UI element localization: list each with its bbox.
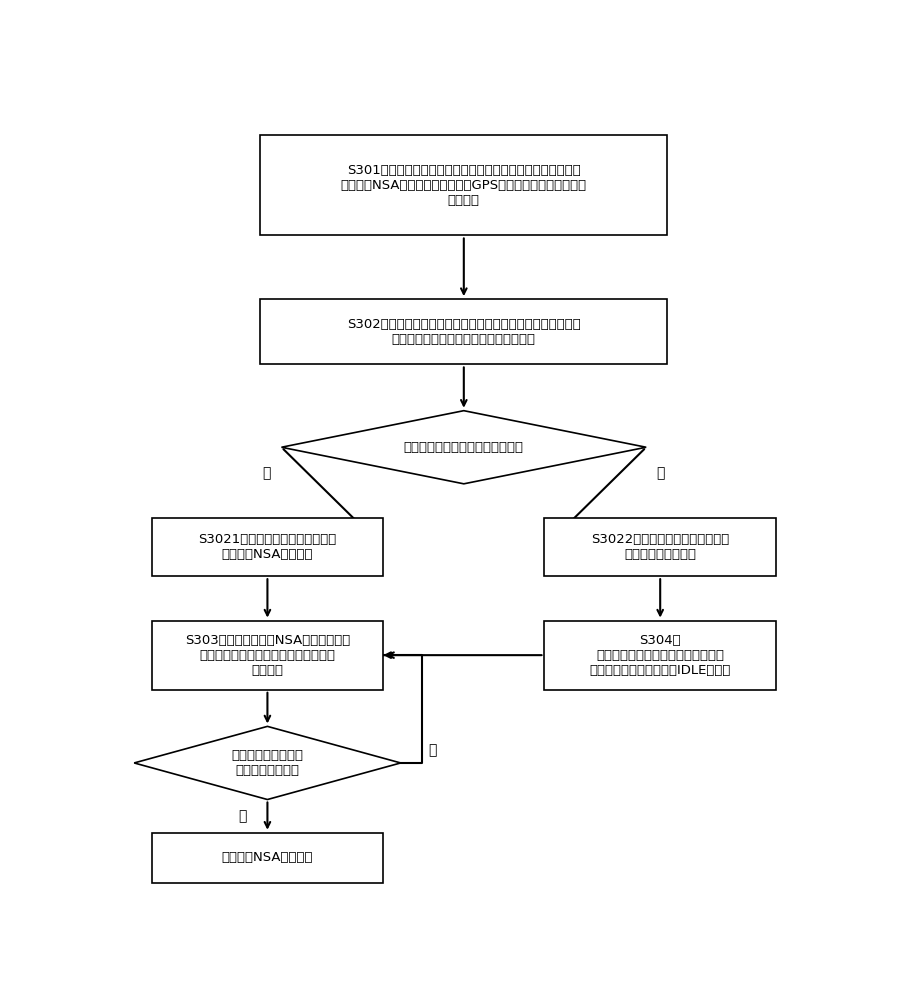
Text: 否: 否 <box>657 467 665 481</box>
FancyBboxPatch shape <box>545 620 776 690</box>
Polygon shape <box>281 411 646 484</box>
FancyBboxPatch shape <box>261 135 667 235</box>
Text: S3022、表明移动终端所处环境中
可能不存在锚点小区: S3022、表明移动终端所处环境中 可能不存在锚点小区 <box>591 533 729 561</box>
Polygon shape <box>134 726 401 800</box>
Text: S303、移动终端将该NSA锚点小区添加
到小区重选的邻区列表，并设置其为最
高优先级: S303、移动终端将该NSA锚点小区添加 到小区重选的邻区列表，并设置其为最 高… <box>185 634 350 677</box>
FancyBboxPatch shape <box>261 299 667 364</box>
FancyBboxPatch shape <box>152 620 383 690</box>
Text: 更新到该NSA锚点小区: 更新到该NSA锚点小区 <box>222 851 313 864</box>
Text: S3021、表明移动终端所处环境中
可能存在NSA锚点小区: S3021、表明移动终端所处环境中 可能存在NSA锚点小区 <box>198 533 337 561</box>
Text: 比较检测信号强度值
是否大于预设阈值: 比较检测信号强度值 是否大于预设阈值 <box>232 749 303 777</box>
FancyBboxPatch shape <box>545 518 776 576</box>
Text: 否: 否 <box>429 743 437 757</box>
FancyBboxPatch shape <box>152 518 383 576</box>
Text: S304、
使用该小区标准的系统消息中配置的
小区重选的邻区列表进行IDLE态测量: S304、 使用该小区标准的系统消息中配置的 小区重选的邻区列表进行IDLE态测… <box>589 634 731 677</box>
Text: 是: 是 <box>238 809 246 823</box>
Text: S301、移动终端发生小区重选后解码小区的系统消息时确认该
小区为非NSA锚点小区后，利用其GPS功能获取移动终端的当前
位置信息: S301、移动终端发生小区重选后解码小区的系统消息时确认该 小区为非NSA锚点小… <box>341 164 586 207</box>
FancyBboxPatch shape <box>152 833 383 883</box>
Text: 判断其距离差值是否小于预定阈值: 判断其距离差值是否小于预定阈值 <box>404 441 524 454</box>
Text: 是: 是 <box>262 467 271 481</box>
Text: S302、移动终端将当前的位置信息，和历史锚点小区列表中各
个锚点小区对应的位置信息逐个进行比较: S302、移动终端将当前的位置信息，和历史锚点小区列表中各 个锚点小区对应的位置… <box>347 318 581 346</box>
